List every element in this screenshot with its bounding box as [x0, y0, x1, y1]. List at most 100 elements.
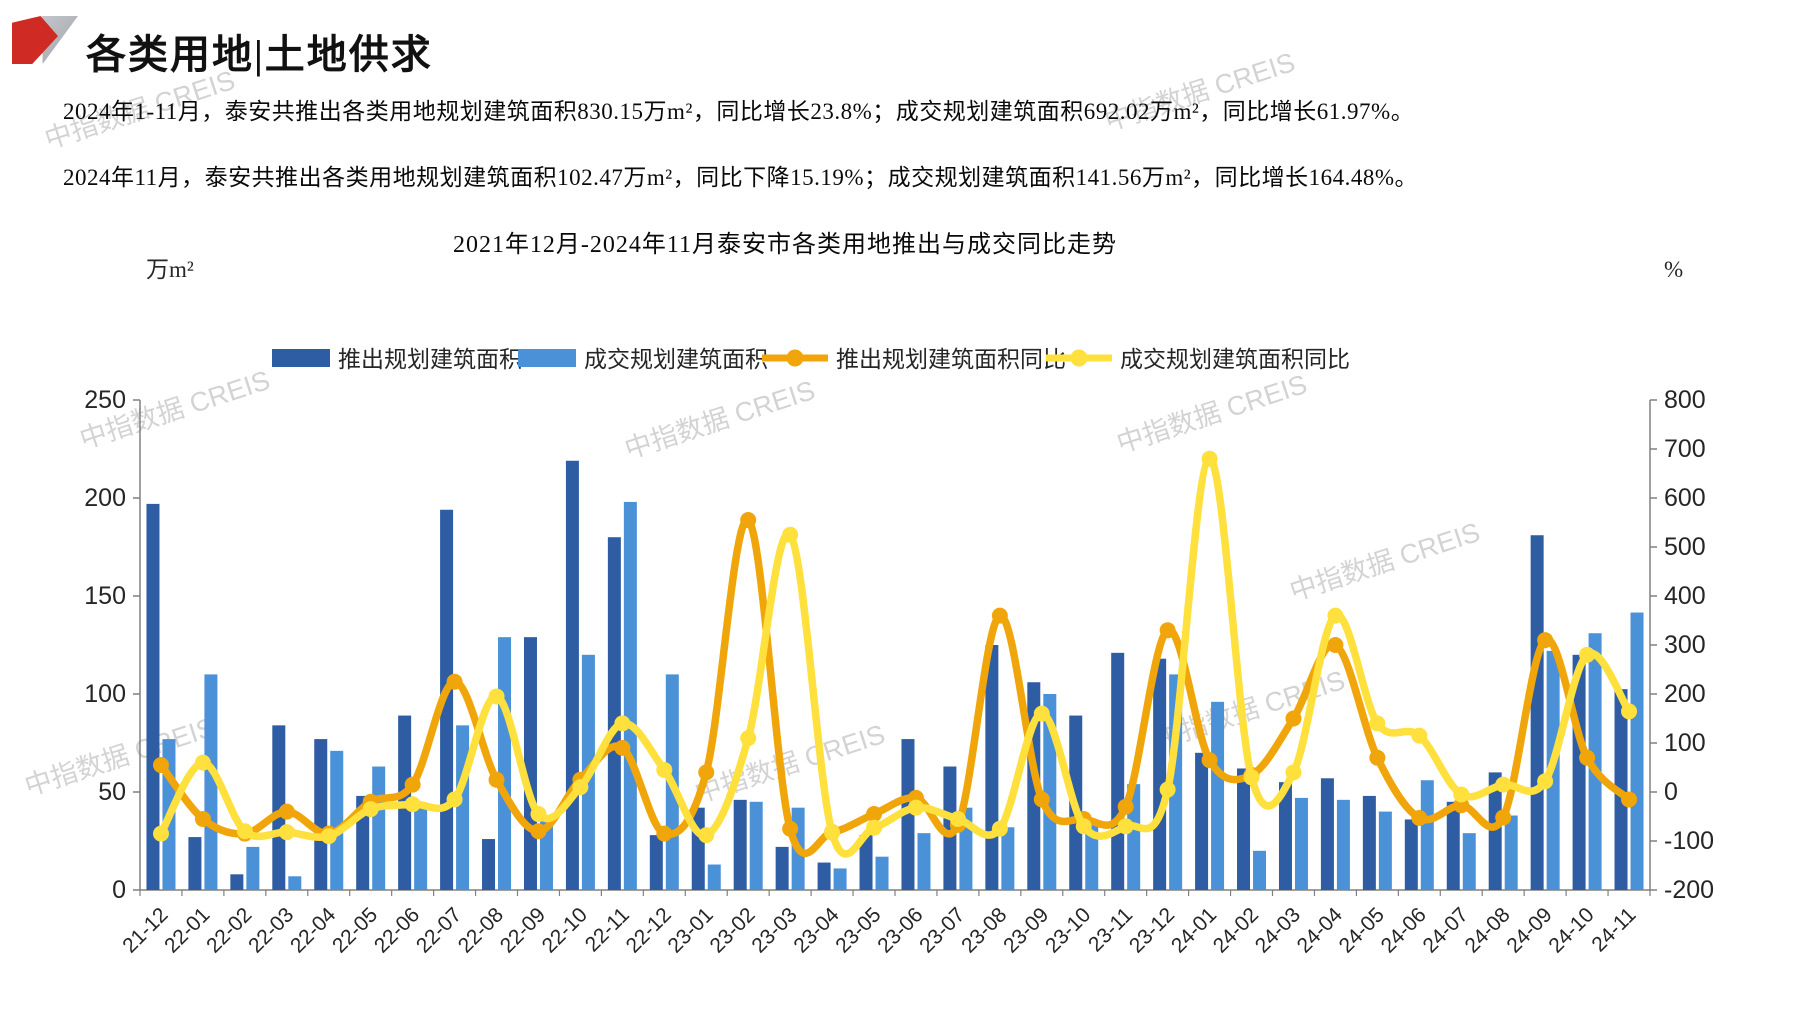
line-marker-icon [614, 715, 631, 732]
bar [985, 645, 999, 890]
right-axis-tick-label: 0 [1664, 778, 1678, 806]
bar [288, 876, 302, 890]
bar [1294, 797, 1308, 890]
right-axis-unit-label: % [1664, 257, 1683, 282]
line-marker-icon [1411, 809, 1428, 826]
left-axis-tick-label: 150 [84, 582, 126, 610]
bar [623, 501, 637, 890]
right-axis-tick-label: -100 [1664, 827, 1714, 855]
bar [1153, 658, 1167, 890]
page-title: 各类用地|土地供求 [86, 32, 433, 77]
bar [1043, 694, 1057, 890]
line-marker-icon [488, 688, 505, 705]
left-axis-tick-label: 250 [84, 386, 126, 414]
left-axis-tick-label: 50 [98, 778, 126, 806]
bar [649, 835, 663, 890]
bar [607, 537, 621, 890]
right-axis-tick-label: 500 [1664, 533, 1706, 561]
line-marker-icon [278, 824, 295, 841]
x-axis-tick-label: 22-04 [286, 903, 340, 957]
bar [272, 725, 286, 890]
bar [1404, 819, 1418, 890]
x-axis-tick-label: 24-10 [1544, 903, 1598, 957]
legend-swatch-bar [518, 349, 576, 367]
line-marker-icon [740, 512, 757, 529]
bar [775, 846, 789, 890]
x-axis-tick-label: 23-05 [831, 903, 885, 957]
bar [204, 674, 218, 890]
line-marker-icon [404, 796, 421, 813]
line-marker-icon [530, 806, 547, 823]
line-marker-icon [236, 823, 253, 840]
bar [1630, 612, 1644, 890]
legend: 推出规划建筑面积 成交规划建筑面积 推出规划建筑面积同比 成交规划建筑面积同比 [272, 347, 1350, 372]
bar [314, 739, 328, 890]
bar [901, 739, 915, 890]
x-axis-tick-label: 23-01 [664, 903, 718, 957]
line-marker-icon [949, 810, 966, 827]
line-marker-icon [446, 673, 463, 690]
line-marker-icon [530, 823, 547, 840]
line-marker-icon [152, 825, 169, 842]
line-marker-icon [152, 757, 169, 774]
right-axis-tick-label: 300 [1664, 631, 1706, 659]
bar [1253, 850, 1267, 890]
legend-marker-icon [786, 349, 804, 367]
line-marker-icon [907, 799, 924, 816]
bar [707, 864, 721, 890]
line-marker-icon [782, 820, 799, 837]
right-axis-tick-label: 600 [1664, 484, 1706, 512]
summary-paragraph-month: 2024年11月，泰安共推出各类用地规划建筑面积102.47万m²，同比下降15… [63, 165, 1419, 190]
left-axis-tick-label: 100 [84, 680, 126, 708]
bar [246, 846, 260, 890]
line-marker-icon [1621, 791, 1638, 808]
bar [146, 503, 160, 890]
line-marker-icon [698, 764, 715, 781]
bar [414, 803, 428, 890]
right-axis-tick-label: 200 [1664, 680, 1706, 708]
line-marker-icon [488, 771, 505, 788]
bar [1001, 827, 1015, 890]
line-marker-icon [1537, 773, 1554, 790]
line-marker-icon [1159, 781, 1176, 798]
legend-item: 成交规划建筑面积同比 [1046, 347, 1350, 372]
line-marker-icon [1117, 818, 1134, 835]
x-axis-tick-label: 22-11 [581, 903, 634, 956]
line-marker-icon [1033, 705, 1050, 722]
x-axis-tick-label: 23-02 [705, 903, 759, 957]
right-axis-tick-label: 700 [1664, 435, 1706, 463]
line-marker-icon [1201, 450, 1218, 467]
left-axis-tick-label: 200 [84, 484, 126, 512]
bar [1378, 811, 1392, 890]
x-axis-tick-label: 23-03 [747, 903, 801, 957]
line-marker-icon [991, 820, 1008, 837]
bar [1362, 795, 1376, 890]
line-marker-icon [1537, 632, 1554, 649]
x-axis-tick-label: 23-11 [1084, 903, 1137, 956]
x-axis-labels: 21-1222-0122-0222-0322-0422-0522-0622-07… [118, 903, 1640, 957]
bar [188, 837, 202, 890]
line-marker-icon [1495, 776, 1512, 793]
x-axis-tick-label: 22-07 [412, 903, 466, 957]
left-axis-unit-label: 万m² [146, 257, 194, 282]
bar [1237, 768, 1251, 890]
right-axis-tick-label: 800 [1664, 386, 1706, 414]
x-axis-tick-label: 22-06 [370, 903, 424, 957]
line-marker-icon [1243, 769, 1260, 786]
bar [523, 637, 537, 890]
line-marker-icon [362, 801, 379, 818]
line-marker-icon [1285, 764, 1302, 781]
bar [833, 868, 847, 890]
chart-title: 2021年12月-2024年11月泰安市各类用地推出与成交同比走势 [452, 232, 1118, 258]
bar [565, 460, 579, 890]
line-series-1 [152, 450, 1638, 858]
bar [330, 750, 344, 890]
right-axis-tick-label: 400 [1664, 582, 1706, 610]
x-axis-tick-label: 24-09 [1502, 903, 1556, 957]
line-marker-icon [1579, 646, 1596, 663]
bar [1336, 799, 1350, 890]
bar [372, 766, 386, 890]
line-marker-icon [698, 827, 715, 844]
line-marker-icon [1495, 809, 1512, 826]
